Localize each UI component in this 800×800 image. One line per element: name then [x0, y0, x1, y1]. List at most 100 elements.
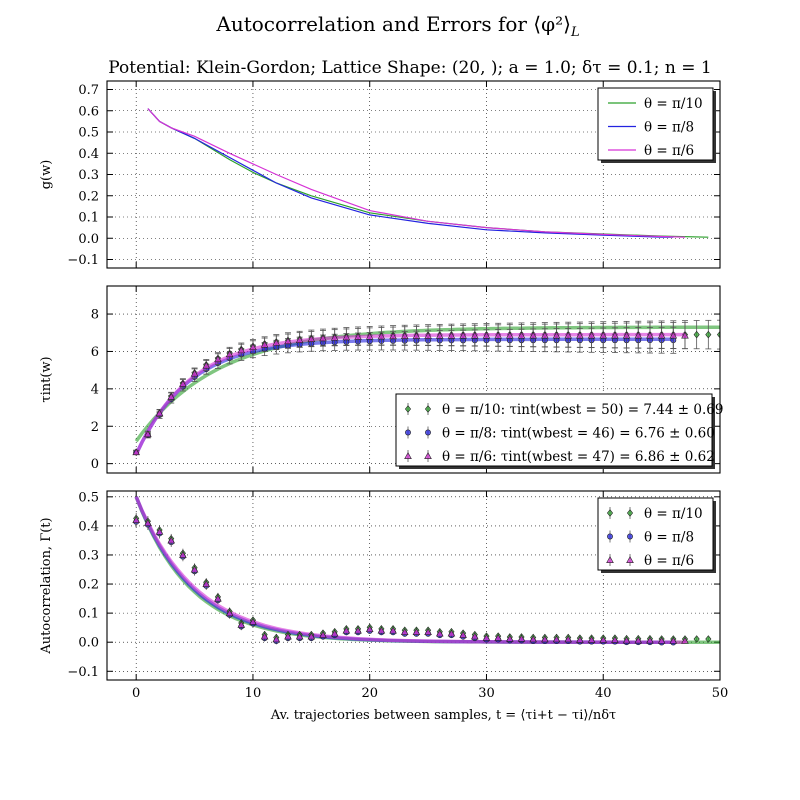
legend: θ = π/10: τint(wbest = 50) = 7.44 ± 0.69…: [395, 393, 723, 469]
data-point-magenta: [190, 369, 199, 377]
data-point-magenta: [342, 626, 351, 634]
y-tick-label: 0.2: [78, 189, 99, 204]
data-point-magenta: [447, 629, 456, 637]
legend-marker-magenta: [424, 452, 432, 459]
chart-panel-2: 0 2 4 6 8 τint(w) θ = π/10: τint(wbest = 50) =…: [39, 285, 723, 474]
data-point-magenta: [342, 333, 351, 341]
data-point-magenta: [646, 331, 654, 339]
data-point-magenta: [295, 336, 304, 343]
data-point-magenta: [319, 334, 327, 342]
legend-label: θ = π/10: τint(wbest = 50) = 7.44 ± 0.69: [442, 402, 723, 418]
y-tick-label: 0.3: [78, 168, 99, 183]
legend-marker-magenta: [404, 452, 412, 459]
x-tick-label: 20: [361, 686, 378, 701]
data-point-magenta: [681, 636, 689, 644]
plot-area: [132, 319, 720, 456]
data-point-magenta: [576, 331, 584, 339]
data-point-magenta: [295, 632, 304, 640]
data-point-magenta: [622, 636, 631, 644]
legend-marker-blue: [607, 533, 613, 540]
legend-label: θ = π/8: [644, 530, 694, 546]
data-point-magenta: [611, 635, 619, 643]
y-tick-label: 0.4: [78, 147, 99, 162]
data-point-magenta: [529, 635, 537, 643]
chart-panel-1: −0.1 0.0 0.1 0.2 0.3 0.4 0.5 0.6 0.7 g(w) θ = π/10…: [39, 80, 721, 269]
axes-frame: [106, 285, 721, 474]
data-point-magenta: [284, 632, 292, 640]
data-point-magenta: [260, 340, 269, 348]
legend-marker-magenta: [606, 556, 614, 563]
data-point-magenta: [599, 635, 608, 643]
y-tick-label: 0.4: [78, 519, 99, 534]
data-point-magenta: [225, 350, 234, 358]
y-tick-label: 8: [91, 308, 99, 323]
data-point-green: [705, 330, 712, 339]
data-point-magenta: [179, 379, 187, 387]
data-point-magenta: [506, 331, 514, 339]
y-tick-label: 0.3: [78, 548, 99, 563]
data-point-magenta: [435, 629, 444, 637]
data-point-magenta: [225, 609, 234, 617]
legend-label: θ = π/6: τint(wbest = 47) = 6.86 ± 0.62: [442, 449, 715, 465]
data-point-magenta: [272, 338, 281, 346]
figure-subtitle: Potential: Klein-Gordon; Lattice Shape: …: [108, 58, 711, 78]
x-tick-label: 0: [132, 686, 140, 701]
data-point-magenta: [470, 331, 479, 339]
y-tick-label: 0: [91, 457, 99, 472]
legend-marker-green: [606, 509, 614, 517]
data-point-magenta: [447, 331, 456, 339]
legend-box: [597, 87, 714, 161]
data-point-magenta: [634, 636, 643, 644]
data-point-magenta: [377, 332, 386, 340]
data-point-magenta: [319, 631, 327, 638]
data-point-magenta: [564, 635, 573, 643]
y-tick-label: 0.1: [78, 211, 99, 226]
data-point-magenta: [354, 332, 362, 340]
y-tick-label: 2: [91, 420, 99, 435]
figure-title: Autocorrelation and Errors for ⟨φ²⟩L: [215, 12, 579, 40]
data-point-magenta: [424, 331, 432, 339]
y-tick-label: 0.1: [78, 607, 99, 622]
fit-band-magenta: [134, 332, 685, 456]
y-axis-label: τint(w): [39, 356, 54, 402]
data-point-magenta: [599, 331, 608, 339]
data-point-magenta: [494, 331, 502, 339]
data-point-magenta: [681, 331, 689, 339]
data-point-magenta: [365, 625, 374, 633]
data-point-magenta: [167, 536, 176, 544]
data-point-magenta: [202, 361, 211, 369]
data-point-magenta: [249, 343, 257, 351]
legend-marker-blue: [425, 429, 431, 436]
data-point-green: [705, 635, 712, 643]
data-point-magenta: [517, 331, 526, 339]
data-point-magenta: [307, 632, 316, 640]
legend-label: θ = π/10: [644, 506, 703, 522]
data-point-magenta: [611, 331, 619, 339]
data-point-magenta: [459, 631, 467, 638]
series-line-blue: [147, 108, 674, 238]
data-point-magenta: [354, 626, 362, 634]
data-point-magenta: [144, 519, 152, 526]
data-point-magenta: [132, 448, 140, 456]
legend: θ = π/10 θ = π/8 θ = π/6: [597, 497, 716, 573]
data-point-magenta: [179, 551, 187, 558]
data-point-magenta: [214, 355, 222, 363]
data-point-magenta: [435, 331, 444, 339]
data-point-magenta: [541, 635, 549, 643]
data-point-magenta: [330, 333, 339, 341]
legend-label: θ = π/8: [644, 120, 694, 136]
data-point-green: [716, 330, 720, 339]
data-point-magenta: [284, 337, 292, 345]
data-point-magenta: [389, 626, 397, 634]
fit-band-blue: [134, 496, 674, 644]
data-point-magenta: [424, 628, 432, 635]
data-point-magenta: [576, 635, 584, 643]
data-point-magenta: [541, 331, 549, 339]
legend-label: θ = π/6: [644, 553, 694, 569]
y-tick-label: 0.6: [78, 104, 99, 119]
data-point-magenta: [552, 331, 561, 339]
data-point-magenta: [237, 620, 246, 628]
legend-marker-green: [626, 509, 634, 517]
data-point-magenta: [132, 516, 140, 524]
